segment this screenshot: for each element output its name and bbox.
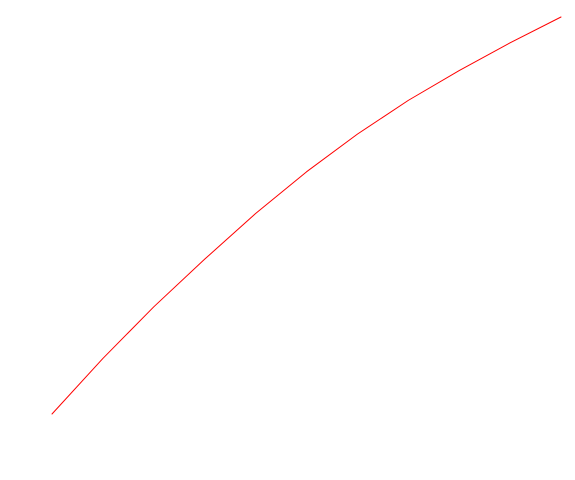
series-line-0 <box>51 16 562 415</box>
plot-area <box>51 16 562 415</box>
